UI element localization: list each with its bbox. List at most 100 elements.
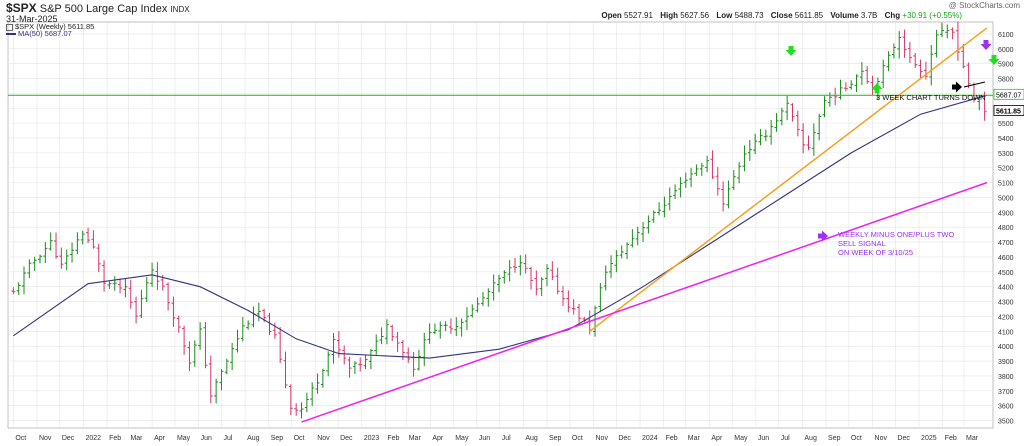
y-tick-label: 4900 bbox=[998, 210, 1014, 217]
legend-ma-swatch bbox=[6, 33, 16, 36]
sell-signal-annotation: WEEKLY MINUS ONE/PLUS TWO SELL SIGNAL ON… bbox=[838, 230, 954, 257]
plot-frame bbox=[7, 21, 994, 429]
x-tick-label: 2022 bbox=[85, 435, 101, 442]
x-tick-label: Feb bbox=[666, 435, 678, 442]
y-tick-label: 5900 bbox=[998, 62, 1014, 69]
y-tick-label: 5400 bbox=[998, 136, 1014, 143]
y-tick-label: 4200 bbox=[998, 314, 1014, 321]
legend-ma: MA(50) 5687.07 bbox=[6, 29, 72, 38]
y-tick-label: 3800 bbox=[998, 374, 1014, 381]
y-tick-label: 5500 bbox=[998, 121, 1014, 128]
y-value-tag-box bbox=[993, 88, 1024, 100]
x-tick-label: Oct bbox=[572, 435, 583, 442]
sell-signal-line-1: WEEKLY MINUS ONE/PLUS TWO bbox=[838, 230, 955, 239]
y-tick-label: 4700 bbox=[998, 240, 1014, 247]
y-value-tag: 5611.85 bbox=[996, 108, 1021, 115]
ma50-line bbox=[12, 94, 988, 359]
x-tick-label: Feb bbox=[945, 435, 957, 442]
sell-signal-line-2: SELL SIGNAL bbox=[838, 239, 886, 248]
chart-title: $SPX S&P 500 Large Cap Index INDX bbox=[6, 1, 190, 15]
y-tick-label: 4000 bbox=[998, 344, 1014, 351]
y-tick-label: 5100 bbox=[998, 181, 1014, 188]
x-tick-label: Aug bbox=[525, 435, 538, 442]
purple-down-arrow bbox=[980, 40, 992, 50]
chart-overlays bbox=[8, 27, 1000, 423]
x-tick-label: May bbox=[455, 435, 469, 442]
x-tick-label: Dec bbox=[897, 435, 910, 442]
x-tick-label: Mar bbox=[966, 435, 979, 442]
x-tick-label: Sep bbox=[549, 435, 562, 442]
x-tick-label: 2023 bbox=[364, 435, 380, 442]
y-tick-label: 4600 bbox=[998, 255, 1014, 262]
index-name: S&P 500 Large Cap Index bbox=[39, 3, 168, 15]
x-tick-label: Nov bbox=[875, 435, 888, 442]
x-tick-label: Nov bbox=[39, 435, 52, 442]
x-tick-label: Dec bbox=[618, 435, 631, 442]
legend-ma-label: MA(50) 5687.07 bbox=[18, 29, 72, 38]
x-tick-label: Dec bbox=[62, 435, 75, 442]
purple-right-arrow bbox=[818, 230, 828, 242]
green-down-arrow bbox=[988, 55, 1000, 65]
x-tick-label: May bbox=[734, 435, 748, 442]
x-tick-label: Apr bbox=[432, 435, 444, 442]
x-tick-label: Jul bbox=[781, 435, 790, 442]
x-tick-label: Sep bbox=[271, 435, 284, 442]
watermark: @ StockCharts.com bbox=[948, 1, 1020, 10]
x-tick-label: 2025 bbox=[921, 435, 937, 442]
y-tick-label: 4100 bbox=[998, 329, 1014, 336]
symbol: $SPX bbox=[6, 1, 37, 15]
x-tick-label: 2024 bbox=[642, 435, 658, 442]
open-label: Open bbox=[601, 11, 622, 20]
x-tick-label: Mar bbox=[130, 435, 143, 442]
green-down-arrow bbox=[785, 46, 797, 56]
y-tick-label: 4400 bbox=[998, 285, 1014, 292]
x-tick-label: Mar bbox=[409, 435, 422, 442]
close-label: Close bbox=[770, 11, 793, 20]
x-tick-label: Mar bbox=[688, 435, 701, 442]
x-tick-label: Jul bbox=[502, 435, 511, 442]
y-tick-label: 3600 bbox=[998, 404, 1014, 411]
chg-label: Chg bbox=[884, 11, 901, 20]
y-tick-label: 3500 bbox=[998, 419, 1014, 426]
low-value: 5488.73 bbox=[734, 11, 764, 20]
x-tick-label: Apr bbox=[154, 435, 166, 442]
y-tick-label: 6000 bbox=[998, 47, 1014, 54]
x-tick-label: Sep bbox=[828, 435, 841, 442]
x-tick-label: Nov bbox=[317, 435, 330, 442]
turns-down-annotation: 3 WEEK CHART TURNS DOWN bbox=[876, 93, 986, 102]
y-tick-label: 4800 bbox=[998, 225, 1014, 232]
x-tick-label: Apr bbox=[711, 435, 723, 442]
x-tick-label: Nov bbox=[596, 435, 609, 442]
y-tick-label: 4500 bbox=[998, 270, 1014, 277]
chart-date: 31-Mar-2025 bbox=[6, 14, 58, 24]
x-tick-label: Oct bbox=[15, 435, 26, 442]
x-tick-label: Aug bbox=[804, 435, 817, 442]
high-label: High bbox=[660, 11, 678, 20]
chg-value: +30.91 (+0.55%) bbox=[902, 11, 962, 20]
y-tick-label: 4300 bbox=[998, 300, 1014, 307]
x-tick-label: Oct bbox=[294, 435, 305, 442]
ohlc-bars bbox=[11, 21, 987, 419]
x-tick-label: Jul bbox=[223, 435, 232, 442]
x-tick-label: Feb bbox=[387, 435, 399, 442]
close-value: 5611.85 bbox=[794, 11, 824, 20]
y-tick-label: 5300 bbox=[998, 151, 1014, 158]
x-tick-label: Jun bbox=[758, 435, 769, 442]
volume-label: Volume bbox=[830, 11, 859, 20]
x-tick-label: Feb bbox=[109, 435, 121, 442]
y-tick-label: 5800 bbox=[998, 77, 1014, 84]
high-value: 5627.56 bbox=[680, 11, 710, 20]
x-tick-label: Dec bbox=[340, 435, 353, 442]
y-axis: 3500 3600 3700 3800 3900 4000 4100 4200 4300 4400… bbox=[993, 32, 1024, 426]
y-tick-label: 5200 bbox=[998, 166, 1014, 173]
y-tick-label: 6100 bbox=[998, 32, 1014, 39]
x-tick-label: Aug bbox=[247, 435, 260, 442]
y-value-tag-box bbox=[993, 105, 1024, 116]
y-tick-label: 5000 bbox=[998, 195, 1014, 202]
legend-price-swatch bbox=[6, 23, 13, 31]
y-tick-label: 3700 bbox=[998, 389, 1014, 396]
x-axis: Oct Nov Dec 2022 Feb Mar Apr May Jun Jul Aug Sep Oct… bbox=[15, 435, 978, 442]
legend-price: $SPX (Weekly) 5611.85 bbox=[6, 22, 94, 31]
y-value-tag: 5687.07 bbox=[996, 92, 1021, 99]
